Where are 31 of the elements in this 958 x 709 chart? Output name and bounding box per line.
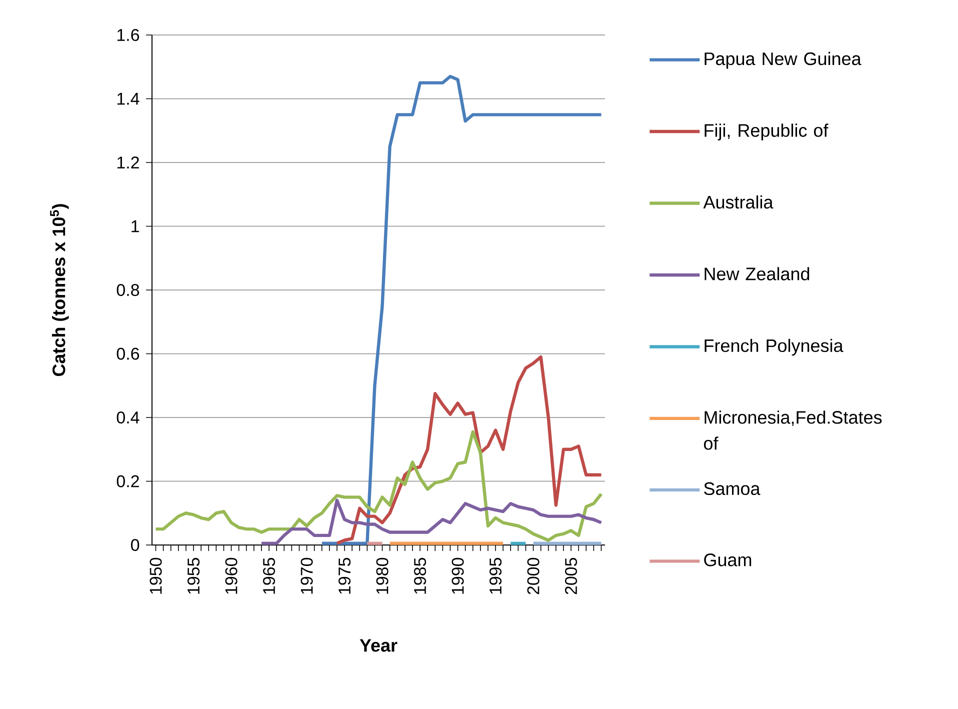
legend-label: New Zealand bbox=[704, 267, 810, 280]
y-tick-label: 1.6 bbox=[117, 28, 140, 42]
legend-label: French Polynesia bbox=[704, 338, 844, 356]
y-tick-label: 0.6 bbox=[116, 348, 140, 360]
y-tick-label: 1.2 bbox=[117, 156, 139, 168]
x-tick-label: 1950 bbox=[150, 558, 162, 594]
y-tick-label: 1 bbox=[132, 220, 139, 232]
x-tick-label: 1965 bbox=[263, 558, 276, 594]
y-tick-label: 0.8 bbox=[116, 284, 140, 296]
x-tick-label: 1960 bbox=[225, 558, 238, 594]
x-tick-label: 2000 bbox=[527, 558, 540, 594]
x-axis-title: Year bbox=[360, 639, 398, 652]
legend-label: Micronesia,Fed.States of bbox=[704, 410, 882, 450]
x-tick-label: 1985 bbox=[414, 558, 426, 594]
legend-label: Papua New Guinea bbox=[704, 52, 862, 69]
x-tick-label: 2005 bbox=[565, 558, 578, 594]
y-tick-label: 1.4 bbox=[117, 92, 140, 105]
x-tick-label: 1970 bbox=[300, 558, 313, 594]
x-tick-label: 1980 bbox=[376, 558, 388, 594]
legend-label: Australia bbox=[703, 195, 774, 209]
x-tick-label: 1995 bbox=[490, 558, 502, 594]
x-tick-label: 1955 bbox=[188, 558, 200, 594]
x-tick-label: 1975 bbox=[338, 558, 351, 594]
legend-label: Guam bbox=[704, 554, 752, 566]
y-tick-label: 0.4 bbox=[116, 411, 140, 424]
y-tick-label: 0 bbox=[131, 538, 140, 552]
legend-label: Samoa bbox=[704, 482, 760, 496]
y-tick-label: 0.2 bbox=[116, 475, 139, 488]
x-tick-label: 1990 bbox=[452, 558, 464, 594]
y-axis-title: Catch (tonnes x 10$^{5}$) bbox=[50, 204, 69, 376]
legend-label: Fiji, Republic of bbox=[704, 124, 828, 140]
